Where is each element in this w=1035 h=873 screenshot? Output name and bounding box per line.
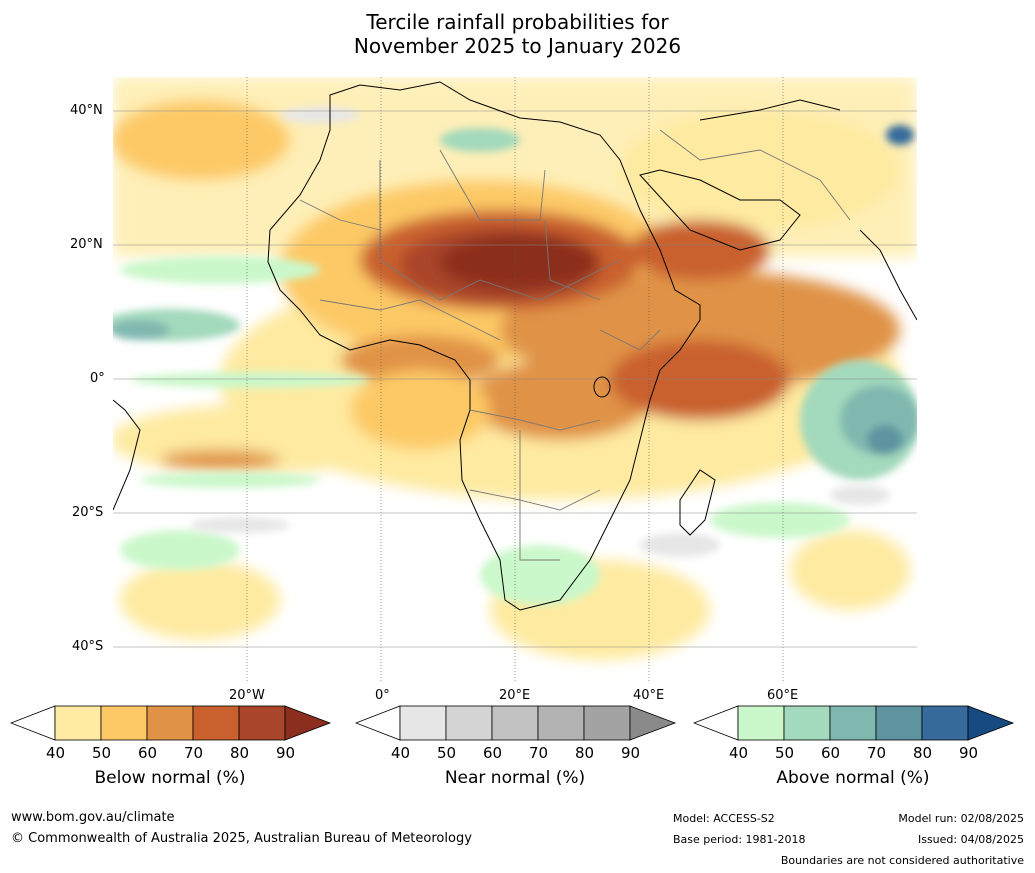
colorbar-near-normal xyxy=(355,705,677,741)
below-normal-label: Below normal (%) xyxy=(94,768,246,788)
below-tick-40: 40 xyxy=(46,744,66,762)
near-swatch-3 xyxy=(537,705,585,741)
above-extend-low xyxy=(693,705,739,741)
lon-label-60e: 60°E xyxy=(767,688,799,703)
below-swatch-1 xyxy=(100,705,148,741)
near-tick-60: 60 xyxy=(483,744,503,762)
near-swatch-4 xyxy=(583,705,631,741)
colorbar-above-normal xyxy=(693,705,1015,741)
latitude-gridlines xyxy=(113,110,917,648)
below-tick-60: 60 xyxy=(138,744,158,762)
near-swatch-2 xyxy=(491,705,539,741)
colorbar-below-normal xyxy=(10,705,332,741)
below-swatch-4 xyxy=(238,705,286,741)
base-period: Base period: 1981-2018 xyxy=(673,833,806,846)
above-swatch-1 xyxy=(783,705,831,741)
lat-label-40n: 40°N xyxy=(70,103,103,118)
near-tick-80: 80 xyxy=(575,744,595,762)
above-swatch-2 xyxy=(829,705,877,741)
below-swatch-2 xyxy=(146,705,194,741)
near-swatch-1 xyxy=(445,705,493,741)
below-extend-low xyxy=(10,705,56,741)
above-normal-label: Above normal (%) xyxy=(776,768,930,788)
above-tick-90: 90 xyxy=(959,744,979,762)
model-run-date: Model run: 02/08/2025 xyxy=(898,812,1024,825)
above-tick-80: 80 xyxy=(913,744,933,762)
above-tick-50: 50 xyxy=(775,744,795,762)
map-plot-area xyxy=(113,77,917,681)
above-extend-high xyxy=(967,705,1015,741)
boundaries-disclaimer: Boundaries are not considered authoritat… xyxy=(780,854,1024,867)
country-borders xyxy=(299,129,851,561)
lon-label-20w: 20°W xyxy=(229,688,265,703)
near-tick-90: 90 xyxy=(621,744,641,762)
lon-label-40e: 40°E xyxy=(633,688,665,703)
above-swatch-4 xyxy=(921,705,969,741)
near-extend-high xyxy=(629,705,677,741)
near-extend-low xyxy=(355,705,401,741)
below-extend-high xyxy=(284,705,332,741)
above-swatch-0 xyxy=(737,705,785,741)
lon-label-20e: 20°E xyxy=(499,688,531,703)
below-tick-50: 50 xyxy=(92,744,112,762)
below-swatch-0 xyxy=(54,705,102,741)
website-link[interactable]: www.bom.gov.au/climate xyxy=(11,810,175,825)
below-swatch-3 xyxy=(192,705,240,741)
near-tick-50: 50 xyxy=(437,744,457,762)
near-tick-70: 70 xyxy=(529,744,549,762)
near-swatch-0 xyxy=(399,705,447,741)
above-normal-shading xyxy=(113,125,917,605)
map-title-line1: Tercile rainfall probabilities for xyxy=(366,10,669,34)
lat-label-20n: 20°N xyxy=(70,237,103,252)
near-normal-label: Near normal (%) xyxy=(444,768,586,788)
above-tick-60: 60 xyxy=(821,744,841,762)
above-swatch-3 xyxy=(875,705,923,741)
lat-label-20s: 20°S xyxy=(72,505,104,520)
lat-label-40s: 40°S xyxy=(72,639,104,654)
map-title-line2: November 2025 to January 2026 xyxy=(353,34,682,58)
issued-date: Issued: 04/08/2025 xyxy=(917,833,1024,846)
above-tick-70: 70 xyxy=(867,744,887,762)
lat-label-0: 0° xyxy=(90,371,105,386)
lon-label-0: 0° xyxy=(375,688,390,703)
model-name: Model: ACCESS-S2 xyxy=(673,812,775,825)
below-tick-90: 90 xyxy=(276,744,296,762)
below-tick-80: 80 xyxy=(230,744,250,762)
copyright-text: © Commonwealth of Australia 2025, Austra… xyxy=(11,831,472,846)
coastlines xyxy=(113,81,917,611)
above-tick-40: 40 xyxy=(729,744,749,762)
below-tick-70: 70 xyxy=(184,744,204,762)
near-tick-40: 40 xyxy=(391,744,411,762)
